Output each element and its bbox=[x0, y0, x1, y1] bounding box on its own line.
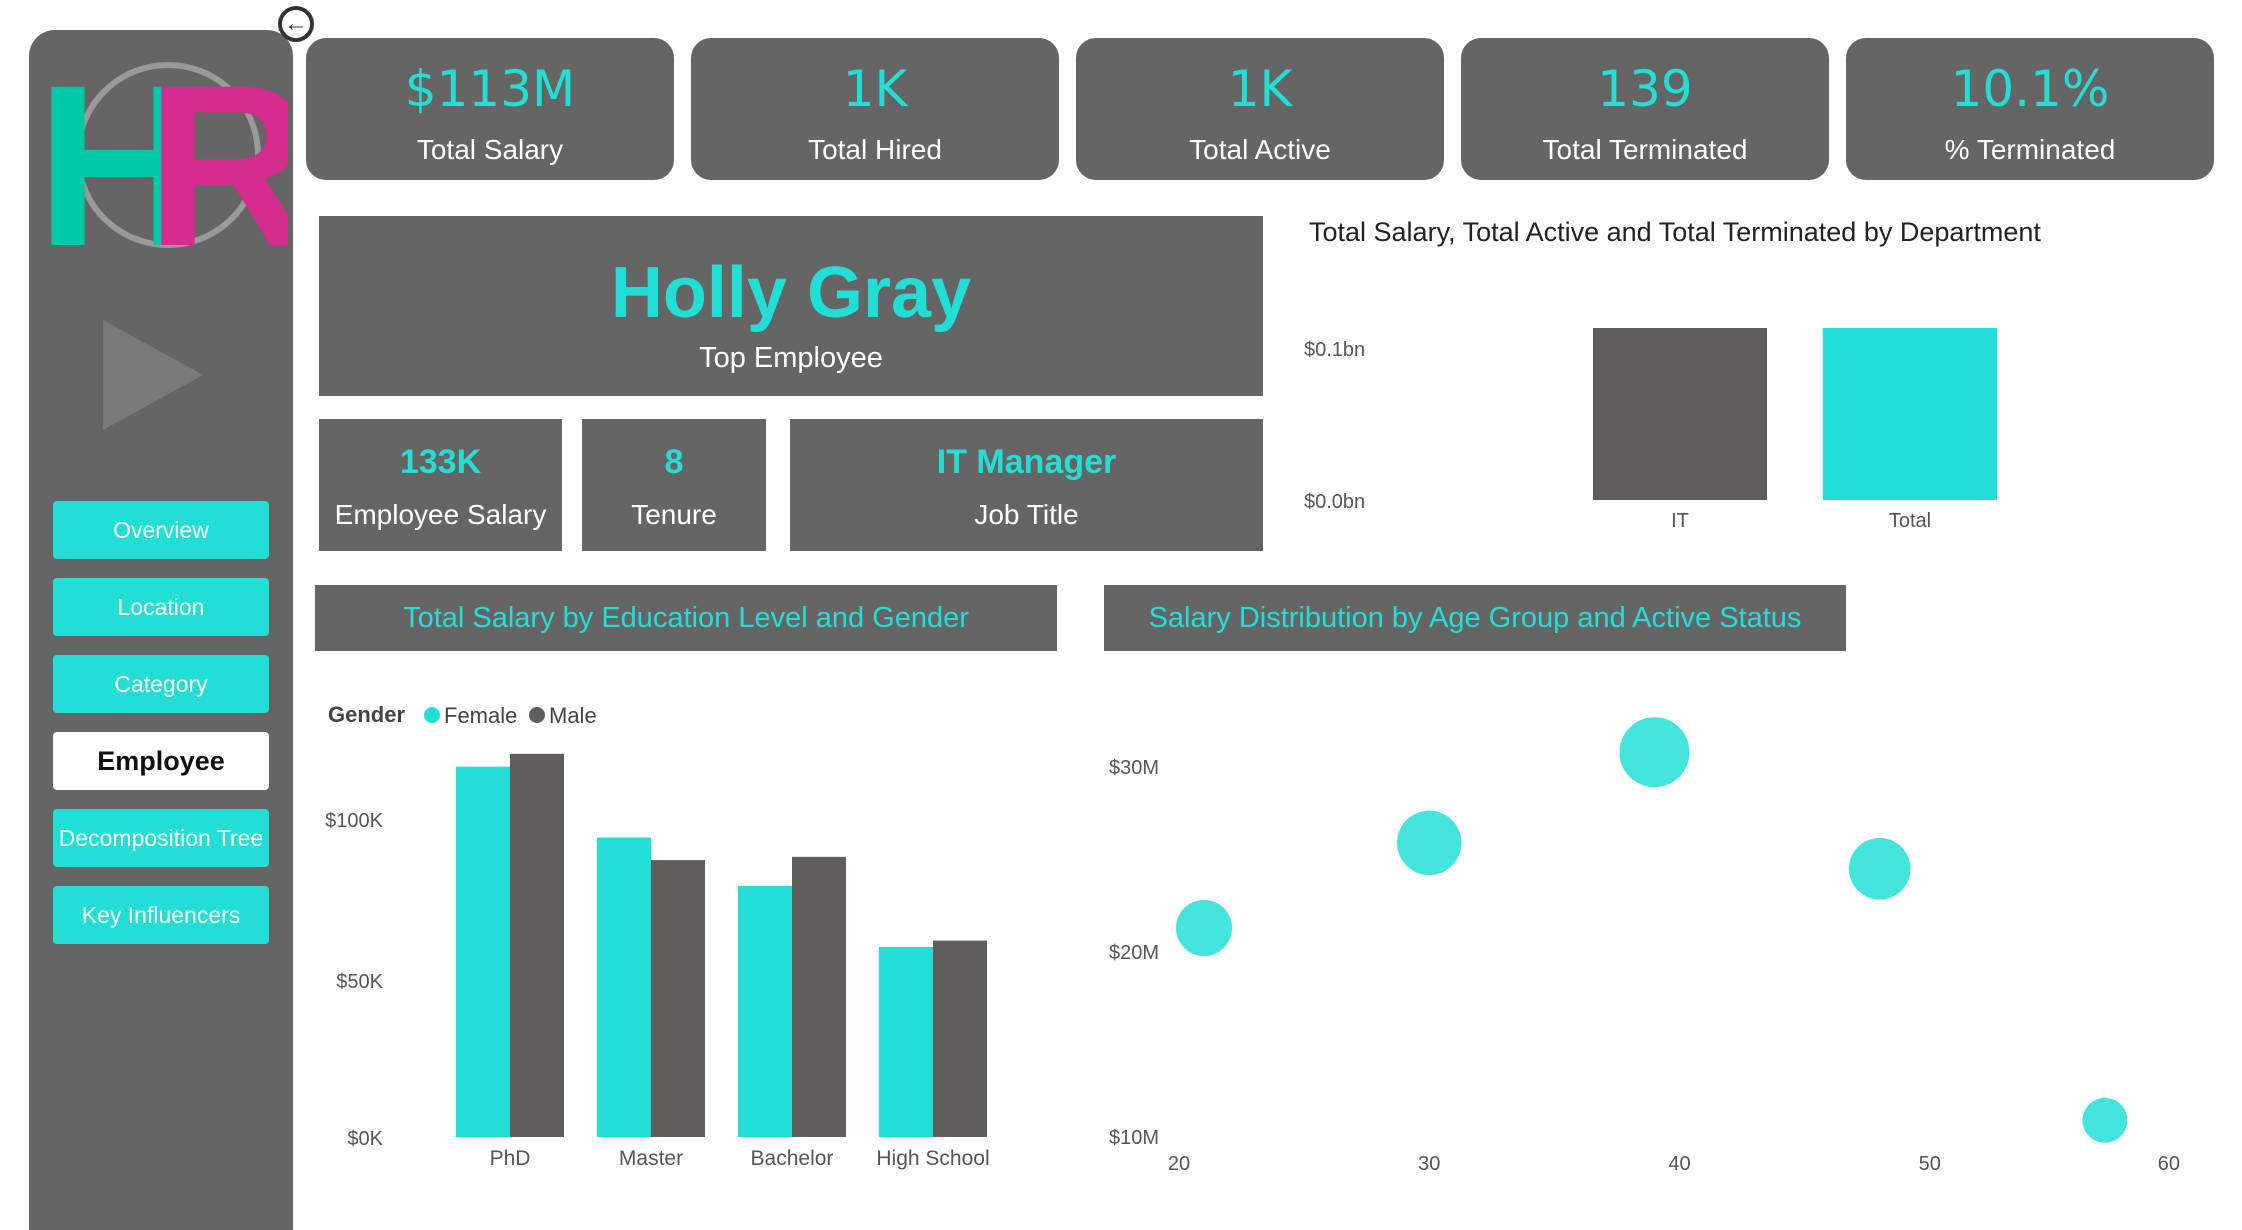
job-title-card: IT Manager Job Title bbox=[790, 419, 1263, 551]
y-tick-label: $20M bbox=[1109, 942, 1159, 964]
x-tick-label: High School bbox=[876, 1147, 989, 1170]
x-tick-label: Master bbox=[619, 1147, 683, 1170]
education-bar-male bbox=[933, 940, 987, 1137]
legend-label-female: Female bbox=[444, 703, 517, 728]
job-title-value: IT Manager bbox=[936, 443, 1117, 481]
svg-text:H: H bbox=[38, 50, 202, 265]
kpi-total-salary: $113M Total Salary bbox=[306, 38, 674, 180]
x-tick-label: 30 bbox=[1418, 1153, 1440, 1175]
employee-salary-label: Employee Salary bbox=[334, 499, 547, 530]
employee-name-caption: Top Employee bbox=[699, 342, 883, 374]
legend-title: Gender bbox=[328, 702, 405, 727]
nav-decomposition-tree-button[interactable]: Decomposition Tree bbox=[53, 809, 269, 867]
x-tick-label: Total bbox=[1889, 510, 1931, 532]
x-tick-label: PhD bbox=[490, 1147, 531, 1170]
nav-key-influencers-button[interactable]: Key Influencers bbox=[53, 886, 269, 944]
kpi-total-hired: 1K Total Hired bbox=[691, 38, 1059, 180]
kpi-label: Total Hired bbox=[808, 134, 942, 165]
kpi-total-active: 1K Total Active bbox=[1076, 38, 1444, 180]
y-tick-label: $0.1bn bbox=[1304, 339, 1365, 361]
education-bar-female bbox=[738, 885, 792, 1137]
scatter-point bbox=[2082, 1097, 2128, 1143]
education-bar-male bbox=[510, 753, 564, 1137]
kpi-total-terminated: 139 Total Terminated bbox=[1461, 38, 1829, 180]
kpi-label: Total Salary bbox=[416, 134, 564, 165]
y-tick-label: $100K bbox=[325, 810, 383, 832]
kpi-value: 10.1% bbox=[1950, 60, 2110, 118]
top-employee-card: Holly Gray Top Employee bbox=[319, 216, 1263, 396]
education-bar-female bbox=[597, 837, 651, 1137]
scatter-point bbox=[1848, 837, 1911, 900]
kpi-label: Total Terminated bbox=[1542, 134, 1748, 165]
employee-salary-card: 133K Employee Salary bbox=[319, 419, 562, 551]
x-tick-label: 20 bbox=[1168, 1153, 1190, 1175]
legend-label-male: Male bbox=[549, 703, 597, 728]
employee-name: Holly Gray bbox=[610, 253, 972, 333]
y-tick-label: $0.0bn bbox=[1304, 491, 1365, 513]
nav-overview-button[interactable]: Overview bbox=[53, 501, 269, 559]
scatter-point bbox=[1176, 899, 1233, 956]
kpi-value: 139 bbox=[1597, 60, 1693, 118]
tenure-label: Tenure bbox=[631, 499, 717, 530]
scatter-point bbox=[1397, 810, 1462, 876]
education-bar-female bbox=[456, 766, 510, 1137]
education-bar-male bbox=[792, 856, 846, 1137]
legend-swatch-female bbox=[424, 707, 440, 723]
education-bar-female bbox=[879, 947, 933, 1137]
nav-location-button[interactable]: Location bbox=[53, 578, 269, 636]
age-chart-header: Salary Distribution by Age Group and Act… bbox=[1104, 585, 1846, 651]
department-chart: Total Salary, Total Active and Total Ter… bbox=[1304, 217, 2041, 532]
education-chart-header: Total Salary by Education Level and Gend… bbox=[315, 585, 1057, 651]
y-tick-label: $30M bbox=[1109, 757, 1159, 779]
nav-employee-button[interactable]: Employee bbox=[53, 732, 269, 790]
education-chart: Gender Female Male $100K $50K $0K PhD Master Bac… bbox=[325, 702, 989, 1170]
department-bar-total bbox=[1823, 328, 1997, 500]
legend-swatch-male bbox=[529, 707, 545, 723]
scatter-point bbox=[1619, 717, 1690, 788]
back-arrow-icon[interactable]: ← bbox=[278, 6, 314, 42]
tenure-card: 8 Tenure bbox=[582, 419, 766, 551]
kpi-value: $113M bbox=[404, 60, 576, 118]
kpi-label: Total Active bbox=[1189, 134, 1331, 165]
x-tick-label: 40 bbox=[1668, 1153, 1690, 1175]
svg-text:R: R bbox=[146, 50, 288, 265]
department-bar-it bbox=[1593, 328, 1767, 500]
y-tick-label: $0K bbox=[347, 1128, 383, 1150]
job-title-label: Job Title bbox=[974, 499, 1079, 530]
tenure-value: 8 bbox=[664, 443, 684, 481]
kpi-label: % Terminated bbox=[1944, 134, 2116, 165]
x-tick-label: IT bbox=[1671, 510, 1689, 532]
department-chart-title: Total Salary, Total Active and Total Ter… bbox=[1309, 217, 2041, 247]
x-tick-label: 50 bbox=[1919, 1153, 1941, 1175]
play-icon[interactable] bbox=[103, 320, 203, 430]
hr-logo: H R bbox=[38, 50, 288, 265]
kpi-percent-terminated: 10.1% % Terminated bbox=[1846, 38, 2214, 180]
x-tick-label: Bachelor bbox=[751, 1147, 834, 1170]
nav-category-button[interactable]: Category bbox=[53, 655, 269, 713]
kpi-value: 1K bbox=[1227, 60, 1293, 118]
y-tick-label: $10M bbox=[1109, 1127, 1159, 1149]
education-bar-male bbox=[651, 860, 705, 1137]
y-tick-label: $50K bbox=[336, 971, 383, 993]
age-scatter-chart: $30M $20M $10M 20 30 40 50 60 bbox=[1109, 717, 2180, 1175]
x-tick-label: 60 bbox=[2158, 1153, 2180, 1175]
employee-salary-value: 133K bbox=[399, 443, 482, 481]
kpi-value: 1K bbox=[842, 60, 908, 118]
